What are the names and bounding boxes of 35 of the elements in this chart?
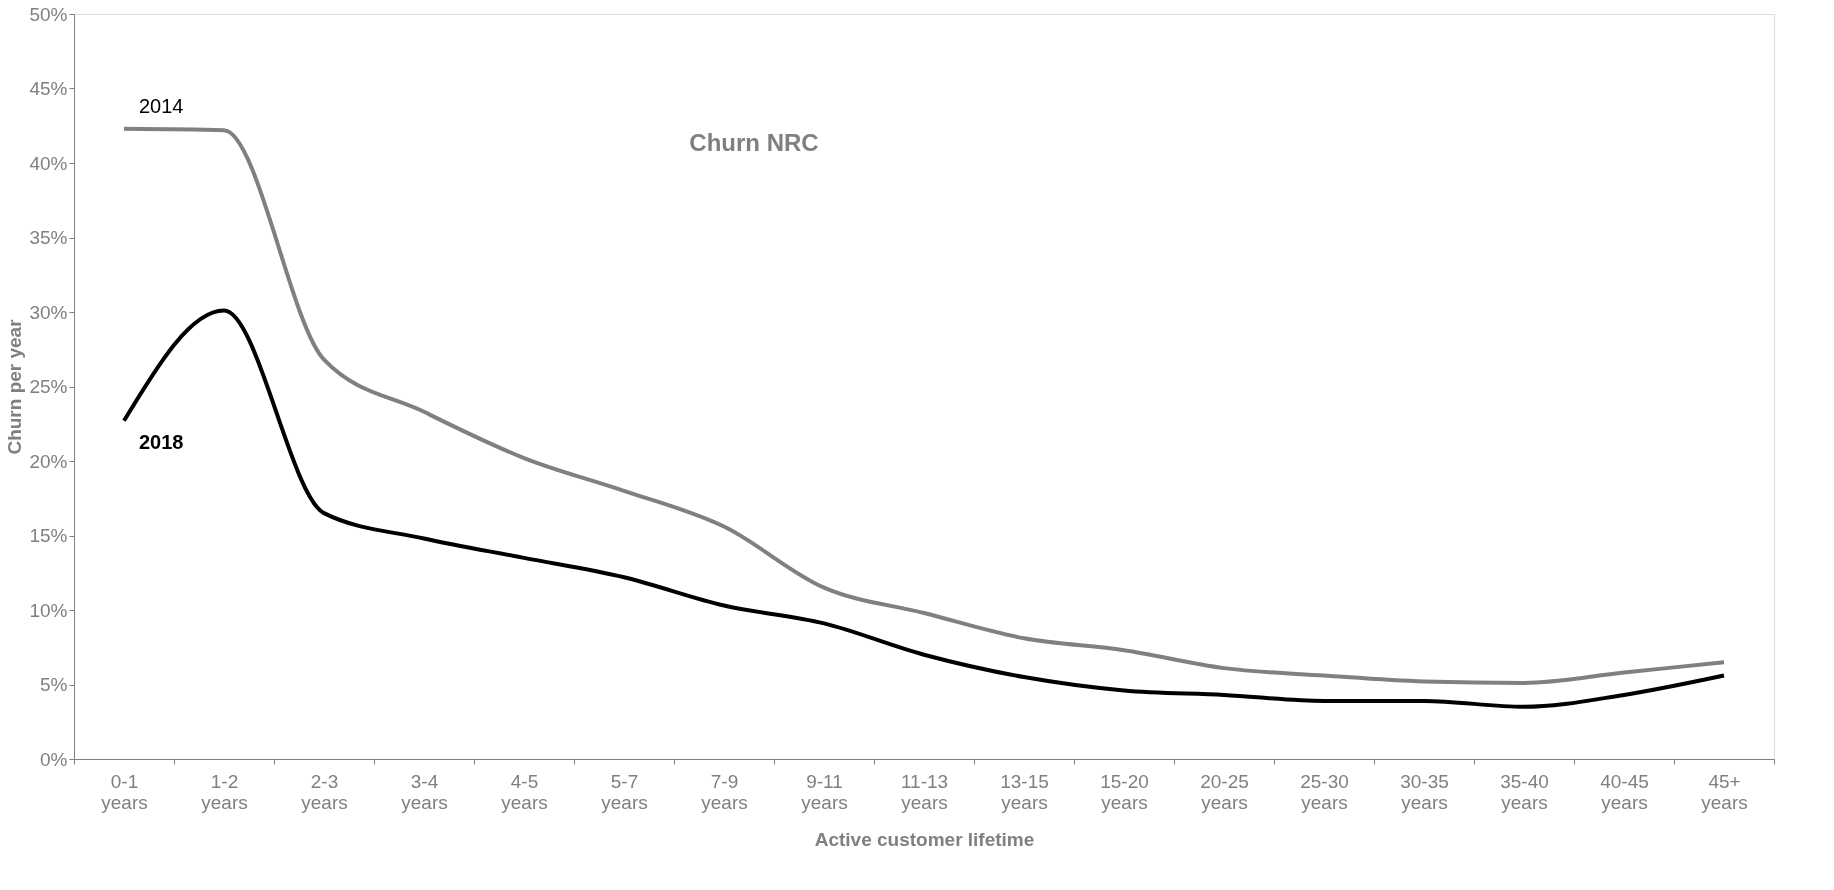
y-tick-label: 25% <box>29 376 68 397</box>
y-tick-label: 5% <box>40 674 68 695</box>
line-series <box>122 126 1726 686</box>
x-tick-label: 11-13 years <box>900 770 949 813</box>
x-tick-label: 35-40 years <box>1500 770 1549 813</box>
y-axis-title: Churn per year <box>4 318 26 455</box>
x-tick-label: 7-9 years <box>701 770 748 813</box>
x-tick-label: 13-15 years <box>1000 770 1049 813</box>
x-tick-label: 0-1 years <box>101 770 148 813</box>
y-tick-label: 40% <box>29 152 68 174</box>
x-tick-label: 25-30 years <box>1300 770 1349 813</box>
line-series <box>122 308 1726 709</box>
series-label: 2018 <box>139 430 184 453</box>
y-tick-label: 10% <box>29 599 68 621</box>
x-tick-label: 45+ years <box>1701 770 1748 813</box>
y-tick-label: 35% <box>29 227 68 248</box>
x-tick-label: 15-20 years <box>1100 770 1149 813</box>
x-tick-label: 9-11 years <box>801 770 848 813</box>
text: Churn NRC <box>689 129 819 157</box>
x-tick-label: 40-45 years <box>1600 770 1649 813</box>
x-tick-label: 30-35 years <box>1400 770 1449 813</box>
y-tick-label: 50% <box>29 3 68 25</box>
x-tick-label: 3-4 years <box>401 770 448 813</box>
y-tick-label: 30% <box>29 301 68 323</box>
series-label: 2014 <box>139 94 184 117</box>
x-tick-label: 1-2 years <box>201 770 248 813</box>
y-tick-label: 20% <box>29 450 68 472</box>
y-tick-label: 15% <box>29 525 68 546</box>
x-tick-label: 20-25 years <box>1200 770 1249 813</box>
x-axis-title: Active customer lifetime <box>814 828 1035 850</box>
y-tick-label: 0% <box>40 748 68 770</box>
x-tick-label: 4-5 years <box>501 770 548 813</box>
x-tick-label: 2-3 years <box>301 770 348 813</box>
y-tick-label: 45% <box>29 78 68 99</box>
x-tick-label: 5-7 years <box>601 770 648 813</box>
